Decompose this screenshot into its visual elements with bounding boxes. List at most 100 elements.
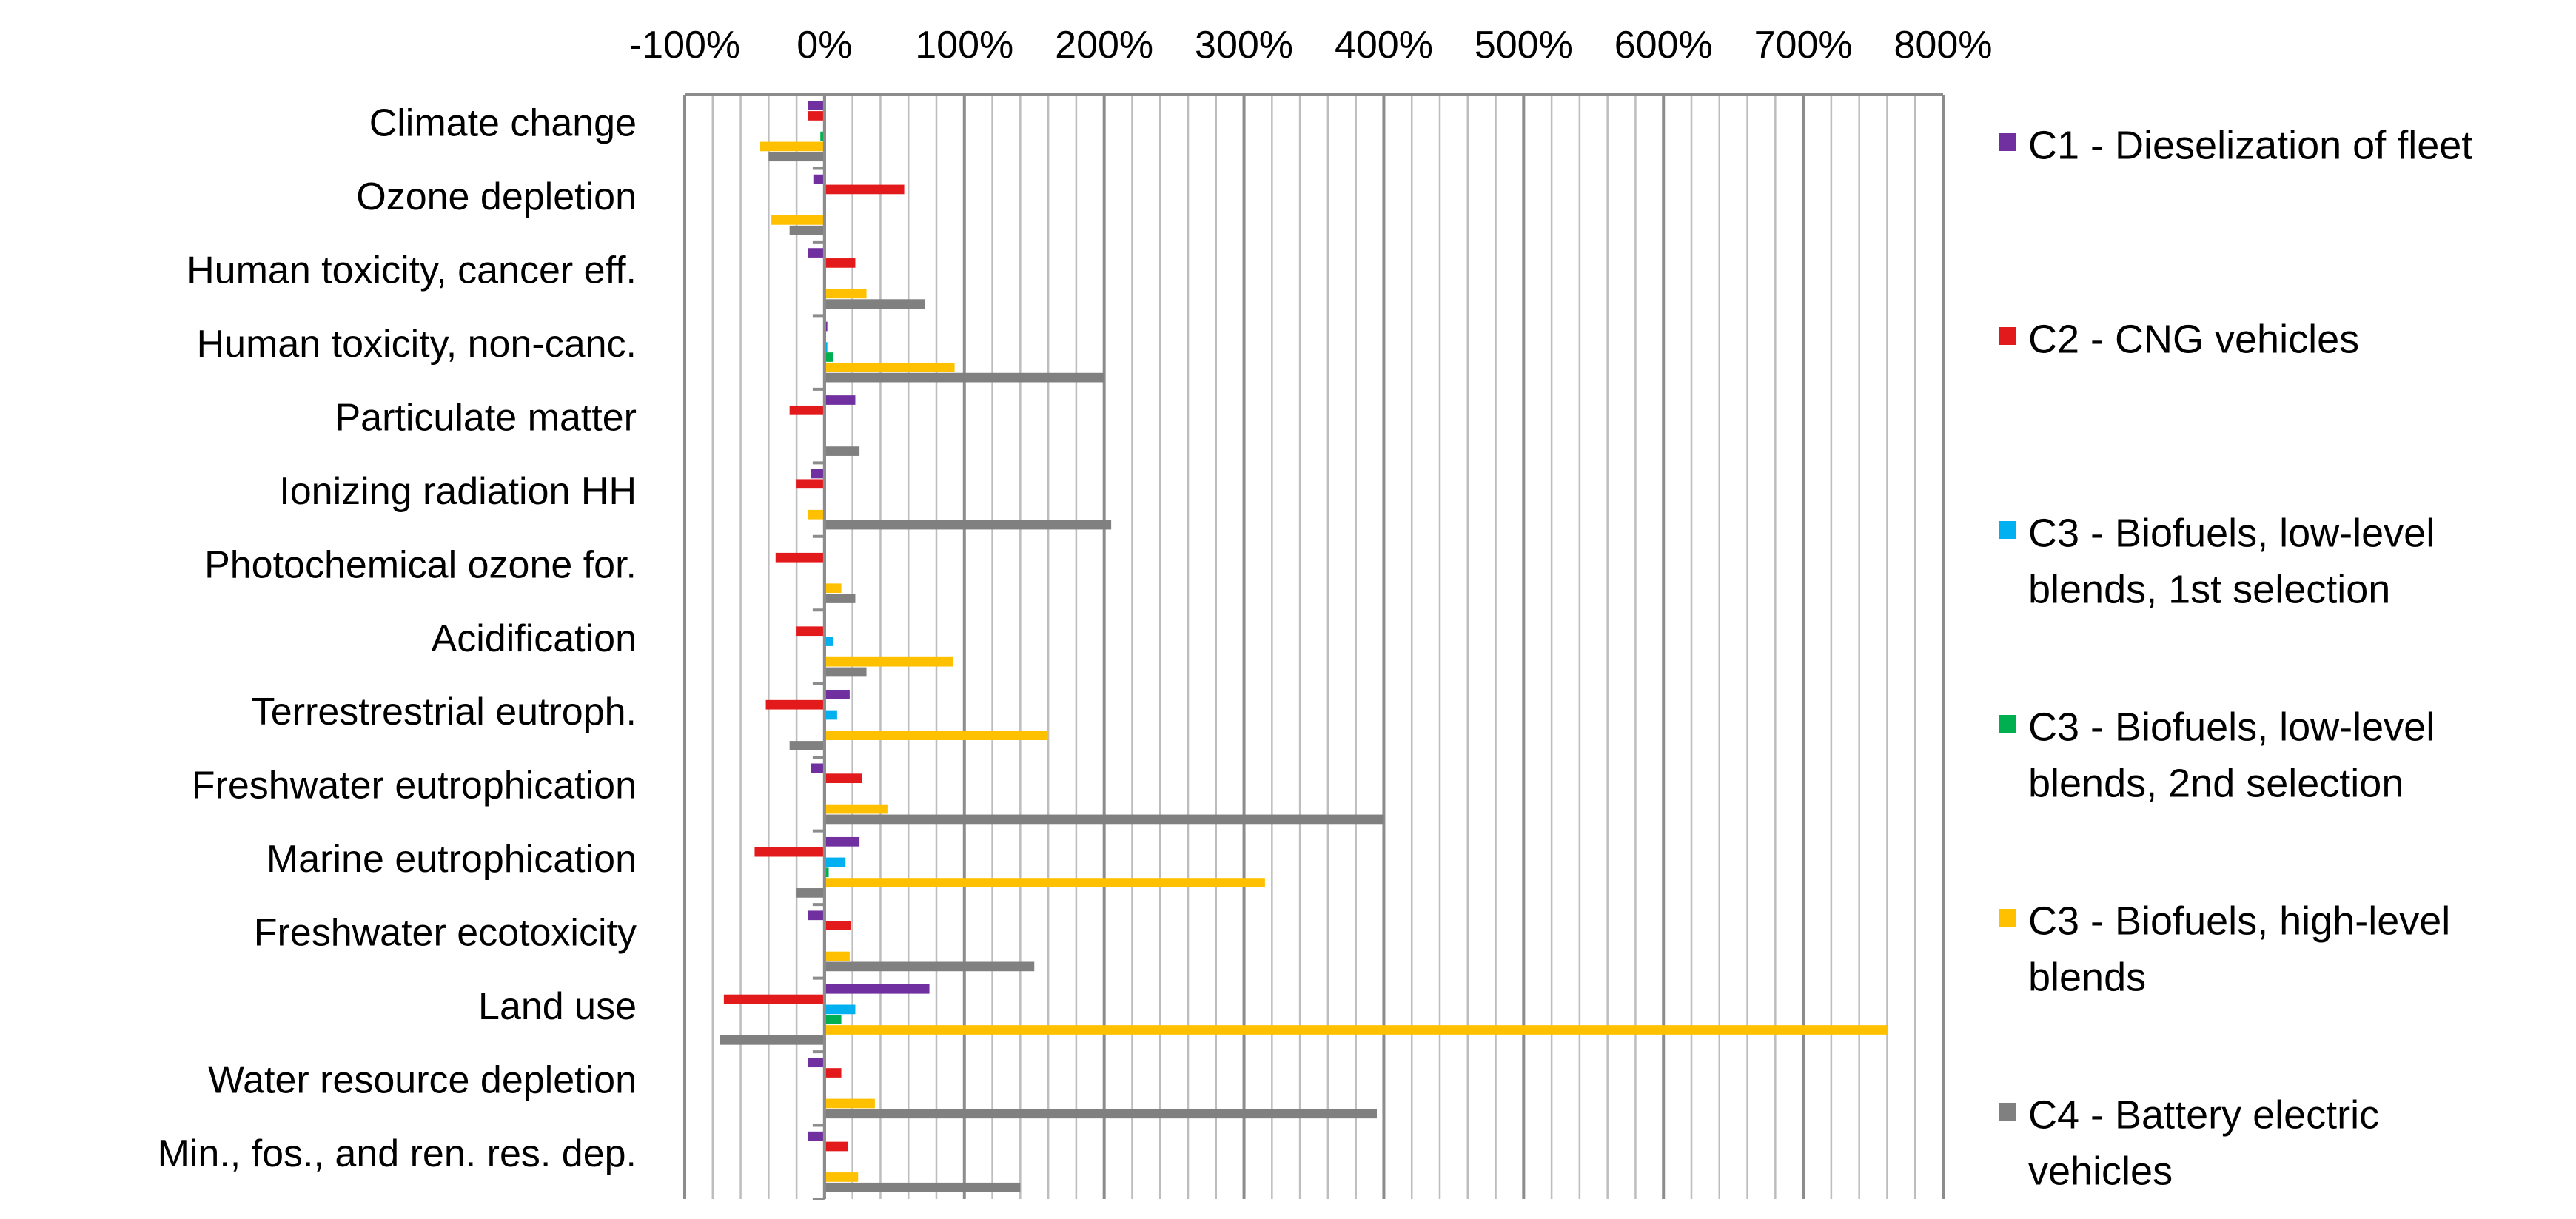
legend-swatch — [1999, 327, 2016, 345]
category-label: Water resource depletion — [208, 1059, 637, 1102]
bar — [824, 1141, 848, 1152]
bar — [796, 479, 825, 489]
bar — [765, 699, 825, 710]
category-label: Marine eutrophication — [266, 838, 637, 881]
legend-item: C3 - Biofuels, high-level blends — [1999, 899, 2450, 999]
category-label: Acidification — [432, 617, 637, 660]
bar — [824, 951, 850, 961]
category-labels: Climate change Ozone depletion Human toxic… — [158, 102, 637, 1176]
bar — [824, 656, 953, 667]
legend-label: C4 - Battery electric — [2028, 1092, 2379, 1137]
legend-swatch — [1999, 1103, 2016, 1121]
bar — [789, 405, 825, 415]
bar — [813, 174, 825, 184]
bar — [824, 395, 856, 405]
bar — [796, 888, 825, 898]
bar — [824, 1109, 1377, 1119]
bar — [808, 509, 825, 520]
legend-label: blends, 2nd selection — [2028, 761, 2404, 805]
legend-swatch — [1999, 715, 2016, 733]
bar — [824, 362, 955, 372]
bar — [824, 731, 1049, 740]
bar — [824, 667, 867, 677]
legend: C1 - Dieselization of fleet C2 - CNG vehi… — [1999, 123, 2472, 1193]
category-label: Photochemical ozone for. — [204, 543, 637, 586]
bar — [820, 131, 825, 141]
legend-item: C3 - Biofuels, low-level blends, 1st sele… — [1999, 511, 2435, 611]
legend-label: vehicles — [2028, 1149, 2173, 1193]
legend-label: C3 - Biofuels, low-level — [2028, 705, 2435, 749]
bar — [824, 299, 925, 309]
legend-label: C1 - Dieselization of fleet — [2028, 123, 2472, 167]
category-label: Land use — [478, 985, 637, 1028]
legend-label: C3 - Biofuels, high-level — [2028, 899, 2450, 943]
x-tick-label: -100% — [629, 24, 740, 67]
bar — [824, 836, 860, 847]
legend-swatch — [1999, 521, 2016, 539]
bar — [768, 152, 825, 162]
bar — [824, 352, 833, 362]
category-label: Human toxicity, non-canc. — [197, 323, 637, 366]
bar — [808, 101, 825, 110]
bar — [811, 763, 825, 773]
bar — [824, 1068, 842, 1078]
legend-item: C1 - Dieselization of fleet — [1999, 123, 2472, 167]
category-label: Ionizing radiation HH — [279, 470, 637, 513]
x-tick-label: 200% — [1055, 24, 1153, 67]
bar — [824, 1025, 1888, 1035]
bar — [824, 804, 888, 814]
legend-label: C3 - Biofuels, low-level — [2028, 511, 2435, 555]
legend-swatch — [1999, 909, 2016, 927]
bar — [808, 1058, 825, 1068]
bar — [808, 111, 825, 121]
bar — [824, 1182, 1021, 1192]
category-label: Min., fos., and ren. res. dep. — [158, 1132, 637, 1175]
legend-item: C3 - Biofuels, low-level blends, 2nd sele… — [1999, 705, 2435, 805]
bar — [824, 814, 1384, 825]
bar — [824, 258, 856, 268]
category-label: Climate change — [369, 102, 637, 145]
x-axis-tick-labels: -100% 0% 100% 200% 300% 400% 500% 600% 700% 800% — [629, 24, 1993, 67]
legend-swatch — [1999, 133, 2016, 151]
bar — [760, 141, 825, 152]
bar — [824, 867, 829, 878]
x-tick-label: 100% — [915, 24, 1013, 67]
category-label: Terrestrestrial eutroph. — [252, 691, 637, 733]
bar — [796, 626, 825, 637]
bar — [824, 1098, 875, 1109]
bar — [824, 583, 842, 594]
bar — [824, 773, 862, 784]
bar — [824, 1004, 856, 1015]
x-tick-label: 600% — [1614, 24, 1713, 67]
x-tick-label: 500% — [1475, 24, 1573, 67]
category-label: Particulate matter — [335, 396, 637, 439]
bar — [720, 1035, 825, 1045]
bar — [824, 520, 1112, 530]
legend-item: C4 - Battery electric vehicles — [1999, 1092, 2379, 1193]
bar — [824, 1172, 859, 1182]
legend-label: blends, 1st selection — [2028, 567, 2390, 611]
bar — [808, 1131, 825, 1141]
category-label: Freshwater ecotoxicity — [254, 912, 637, 955]
legend-label: blends — [2028, 955, 2146, 999]
bar — [808, 910, 825, 921]
legend-item: C2 - CNG vehicles — [1999, 317, 2359, 361]
category-label: Freshwater eutrophication — [192, 765, 637, 807]
legend-label: C2 - CNG vehicles — [2028, 317, 2359, 361]
x-tick-label: 700% — [1754, 24, 1853, 67]
category-label: Human toxicity, cancer eff. — [187, 249, 637, 292]
bar — [824, 289, 867, 299]
bar — [824, 594, 856, 603]
bar — [723, 994, 825, 1004]
bar — [824, 921, 851, 930]
axes — [685, 93, 1943, 1200]
bar — [754, 847, 825, 857]
x-tick-label: 800% — [1894, 24, 1993, 67]
bar — [824, 446, 860, 456]
bar — [775, 552, 825, 563]
bar — [811, 469, 825, 479]
bar — [824, 690, 850, 699]
bar — [824, 1015, 842, 1025]
bar — [824, 961, 1035, 972]
